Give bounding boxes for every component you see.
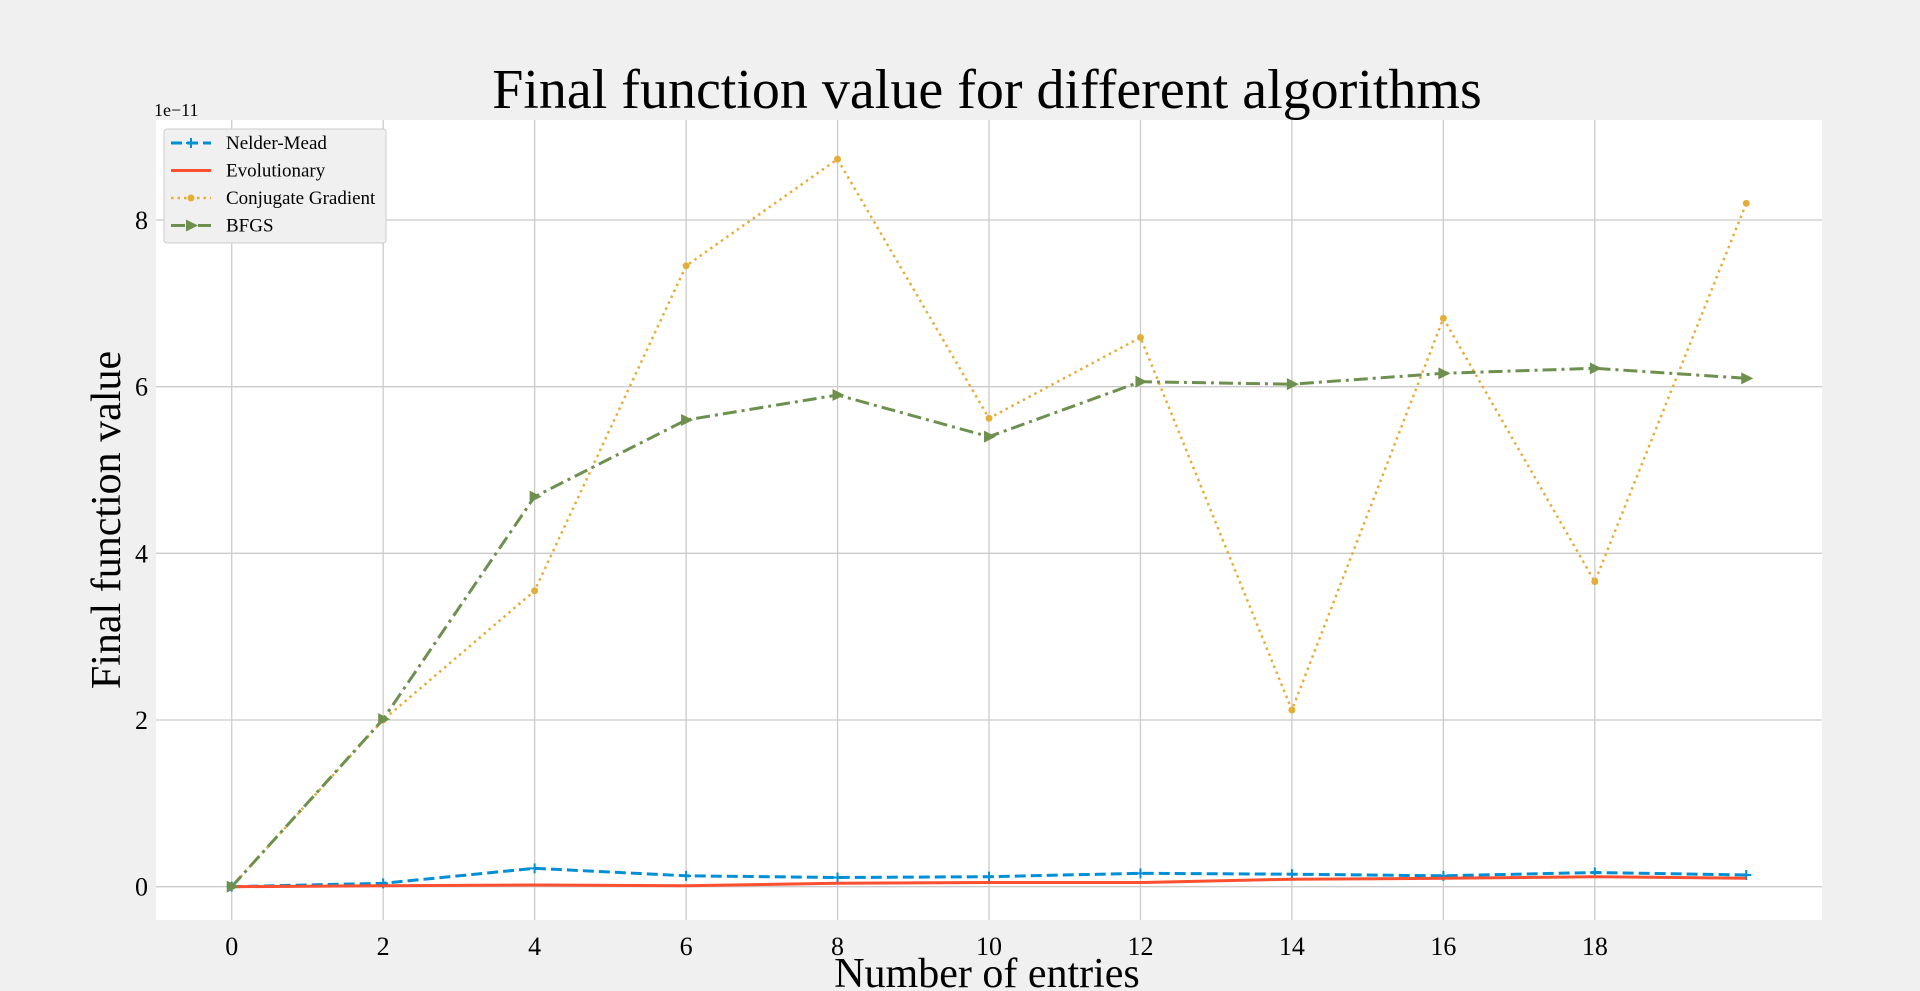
grid bbox=[156, 120, 1822, 920]
data-point-nelder-mead bbox=[1135, 868, 1146, 879]
y-axis-label: Final function value bbox=[84, 351, 130, 689]
x-tick-label: 8 bbox=[831, 932, 844, 961]
x-tick-labels: 0 2 4 6 8 10 12 14 16 18 bbox=[225, 932, 1608, 961]
data-point-nelder-mead bbox=[681, 870, 692, 881]
data-point-bfgs bbox=[226, 880, 239, 893]
data-point-bfgs bbox=[1135, 375, 1148, 388]
legend-label-bfgs: BFGS bbox=[226, 216, 274, 237]
data-point-conjugate-gradient bbox=[1288, 706, 1296, 714]
legend: Nelder-Mead Evolutionary Conjugate Gradien… bbox=[163, 128, 387, 244]
legend-marker-nelder-mead bbox=[186, 138, 196, 148]
y-offset-label: 1e−11 bbox=[154, 100, 198, 120]
legend-label-conjugate-gradient: Conjugate Gradient bbox=[226, 188, 376, 209]
x-tick-label: 6 bbox=[680, 932, 693, 961]
data-point-conjugate-gradient bbox=[1742, 199, 1750, 207]
x-tick-label: 14 bbox=[1279, 932, 1305, 961]
y-tick-label: 4 bbox=[135, 539, 148, 568]
data-point-bfgs bbox=[1589, 362, 1602, 375]
x-tick-label: 4 bbox=[528, 932, 541, 961]
legend-label-evolutionary: Evolutionary bbox=[226, 161, 326, 182]
y-tick-label: 6 bbox=[135, 373, 148, 402]
series-line-evolutionary bbox=[231, 875, 1747, 889]
x-tick-label: 18 bbox=[1582, 932, 1608, 961]
legend-marker-conjugate-gradient bbox=[187, 194, 195, 202]
data-point-conjugate-gradient bbox=[834, 155, 842, 163]
legend-marker-bfgs bbox=[186, 219, 198, 232]
x-tick-label: 12 bbox=[1127, 932, 1153, 961]
y-tick-labels: 0 2 4 6 8 bbox=[135, 206, 148, 902]
series-bfgs bbox=[226, 362, 1754, 893]
series-lines bbox=[226, 155, 1754, 893]
data-point-bfgs bbox=[1741, 372, 1754, 385]
x-tick-label: 10 bbox=[976, 932, 1002, 961]
legend-label-nelder-mead: Nelder-Mead bbox=[226, 133, 327, 154]
data-point-conjugate-gradient bbox=[1136, 334, 1144, 341]
y-tick-label: 0 bbox=[135, 873, 148, 902]
data-point-nelder-mead bbox=[832, 872, 843, 883]
data-point-bfgs bbox=[1286, 378, 1299, 391]
y-tick-label: 8 bbox=[135, 206, 148, 235]
x-tick-label: 2 bbox=[377, 932, 390, 961]
chart-title: Final function value for different algor… bbox=[492, 59, 1482, 121]
data-point-nelder-mead bbox=[984, 871, 994, 882]
data-point-bfgs bbox=[984, 430, 996, 443]
data-point-nelder-mead bbox=[529, 863, 540, 874]
y-tick-label: 2 bbox=[135, 706, 148, 735]
data-point-bfgs bbox=[832, 389, 845, 401]
data-point-conjugate-gradient bbox=[531, 587, 539, 595]
data-point-bfgs bbox=[681, 414, 694, 426]
x-tick-label: 0 bbox=[225, 932, 238, 961]
data-point-conjugate-gradient bbox=[1439, 314, 1447, 322]
data-point-nelder-mead bbox=[1286, 869, 1297, 880]
x-axis-label: Number of entries bbox=[834, 951, 1140, 991]
data-point-bfgs bbox=[1438, 367, 1451, 380]
legend-box bbox=[163, 128, 387, 244]
data-point-conjugate-gradient bbox=[985, 414, 993, 422]
series-nelder-mead bbox=[226, 863, 1752, 892]
x-tick-label: 16 bbox=[1430, 932, 1456, 961]
data-point-conjugate-gradient bbox=[1591, 578, 1599, 586]
data-point-conjugate-gradient bbox=[682, 262, 690, 270]
data-point-bfgs bbox=[529, 490, 542, 503]
data-point-bfgs bbox=[378, 713, 391, 726]
series-evolutionary bbox=[231, 875, 1747, 889]
